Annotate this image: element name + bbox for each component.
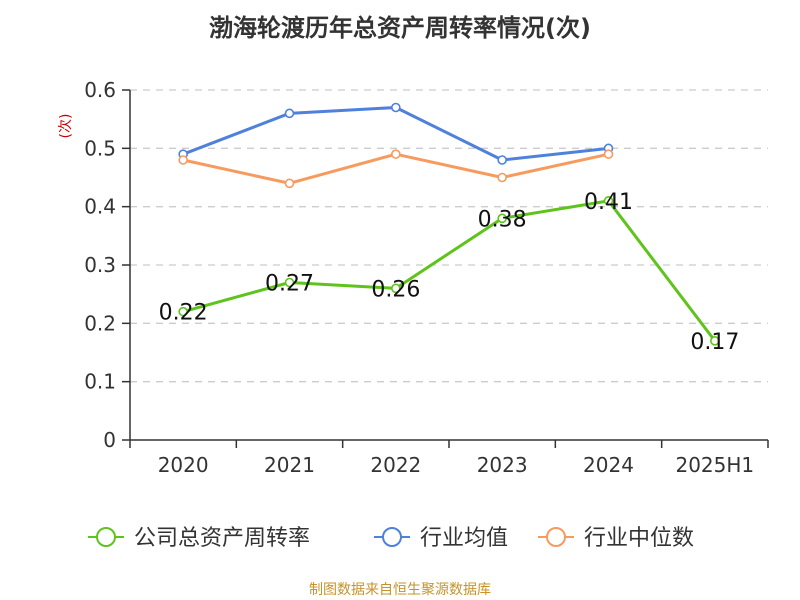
- x-tick-label: 2022: [370, 453, 421, 477]
- data-point: [497, 155, 507, 165]
- data-point: [391, 102, 401, 113]
- y-axis-label: (次): [58, 114, 74, 139]
- data-label: 0.41: [584, 190, 633, 215]
- data-labels: 0.22 0.27 0.26 0.38 0.41 0.17: [159, 190, 740, 355]
- data-point: [497, 213, 507, 224]
- x-tick-label: 2023: [477, 453, 528, 477]
- y-tick-label: 0.5: [84, 136, 116, 160]
- data-point: [178, 155, 188, 165]
- x-tick-label: 2025H1: [675, 453, 754, 477]
- legend-marker: [382, 527, 402, 547]
- data-point: [710, 336, 720, 346]
- data-point: [603, 149, 614, 159]
- data-label: 0.38: [478, 207, 527, 232]
- axes: 0 0.1 0.2 0.3 0.4 0.5 0.6 2020 2021 2022 2023 2024 2…: [84, 78, 769, 477]
- series-line: [182, 199, 717, 342]
- series-lines: [178, 102, 720, 346]
- data-point: [497, 172, 507, 183]
- x-tick-label: 2024: [583, 453, 634, 477]
- legend-item: 公司总资产周转率: [88, 526, 310, 551]
- data-point: [284, 277, 295, 288]
- legend: 公司总资产周转率 行业均值 行业中位数: [88, 526, 694, 551]
- legend-label: 行业中位数: [584, 526, 694, 551]
- data-label: 0.26: [371, 277, 420, 302]
- legend-label: 行业均值: [420, 526, 508, 551]
- source-note: 制图数据来自恒生聚源数据库: [309, 582, 491, 598]
- data-point: [603, 196, 614, 206]
- legend-item: 行业中位数: [538, 526, 694, 551]
- grid-lines: [130, 89, 768, 383]
- y-tick-label: 0: [103, 428, 116, 452]
- data-point: [284, 178, 295, 189]
- legend-label: 公司总资产周转率: [134, 526, 310, 551]
- chart-title: 渤海轮渡历年总资产周转率情况(次): [209, 14, 591, 42]
- data-point: [284, 108, 295, 119]
- y-tick-label: 0.4: [84, 195, 116, 219]
- data-label: 0.27: [265, 272, 314, 297]
- data-point: [391, 283, 401, 294]
- legend-marker: [96, 527, 116, 547]
- y-tick-label: 0.6: [84, 78, 116, 102]
- data-point: [178, 306, 188, 317]
- legend-item: 行业均值: [374, 526, 508, 551]
- y-tick-label: 0.3: [84, 253, 116, 277]
- legend-marker: [546, 527, 566, 547]
- y-tick-label: 0.1: [84, 370, 116, 394]
- data-label: 0.17: [690, 330, 739, 355]
- data-label: 0.22: [159, 301, 208, 326]
- data-point: [391, 149, 401, 159]
- x-tick-label: 2020: [158, 453, 209, 477]
- y-tick-label: 0.2: [84, 311, 116, 335]
- x-tick-label: 2021: [264, 453, 315, 477]
